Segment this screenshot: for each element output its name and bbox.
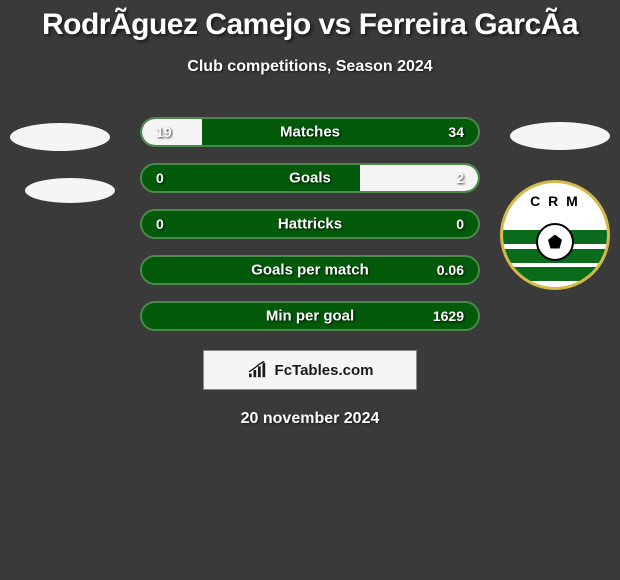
chart-icon <box>247 361 269 379</box>
date-label: 20 november 2024 <box>0 410 620 428</box>
stat-value-right: 0 <box>456 216 464 232</box>
stat-row: Matches 19 34 <box>0 116 620 148</box>
stat-bar: Hattricks 0 0 <box>140 209 480 239</box>
stats-container: Matches 19 34 Goals 0 2 Hattricks 0 0 Goals per m… <box>0 116 620 332</box>
stat-row: Goals per match 0.06 <box>0 254 620 286</box>
stat-label: Goals per match <box>251 262 369 279</box>
stat-label: Goals <box>289 170 331 187</box>
main-container: RodrÃguez Camejo vs Ferreira GarcÃa Club… <box>0 0 620 428</box>
stat-bar: Goals per match 0.06 <box>140 255 480 285</box>
logo-initials: C R M <box>530 193 580 209</box>
bar-fill-left <box>142 119 202 145</box>
stat-value-right: 34 <box>448 124 464 140</box>
stat-row: Min per goal 1629 <box>0 300 620 332</box>
stat-label: Min per goal <box>266 308 354 325</box>
watermark-badge: FcTables.com <box>203 350 417 390</box>
stat-value-right: 1629 <box>433 308 464 324</box>
stat-value-right: 0.06 <box>437 262 464 278</box>
comparison-title: RodrÃguez Camejo vs Ferreira GarcÃa <box>0 8 620 42</box>
watermark-text: FcTables.com <box>275 362 374 379</box>
subtitle: Club competitions, Season 2024 <box>0 58 620 76</box>
stat-bar: Goals 0 2 <box>140 163 480 193</box>
stat-row: Goals 0 2 <box>0 162 620 194</box>
stat-label: Hattricks <box>278 216 342 233</box>
stat-row: Hattricks 0 0 <box>0 208 620 240</box>
stat-bar: Matches 19 34 <box>140 117 480 147</box>
stat-value-left: 0 <box>156 170 164 186</box>
stat-value-left: 19 <box>156 124 172 140</box>
stat-bar: Min per goal 1629 <box>140 301 480 331</box>
stat-value-left: 0 <box>156 216 164 232</box>
stat-label: Matches <box>280 124 340 141</box>
stat-value-right: 2 <box>456 170 464 186</box>
